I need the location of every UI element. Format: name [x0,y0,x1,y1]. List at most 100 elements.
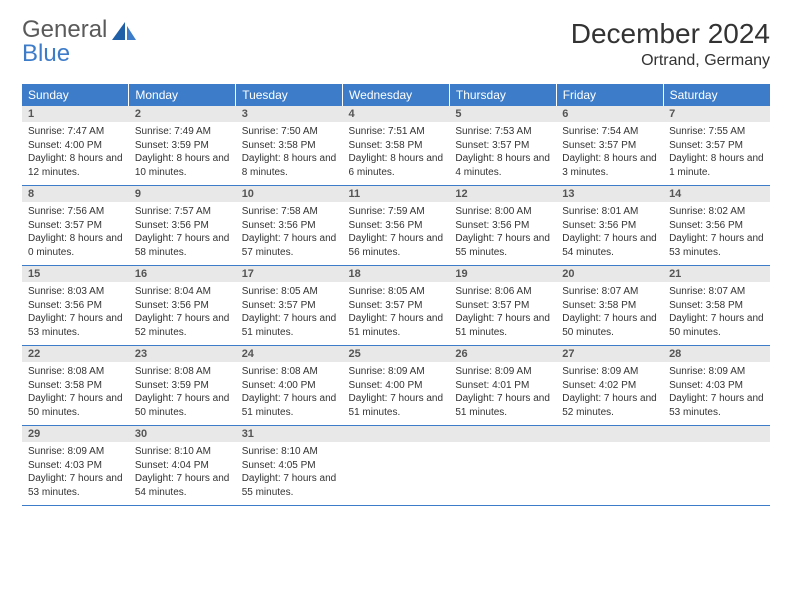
day-details: Sunrise: 7:59 AMSunset: 3:56 PMDaylight:… [343,202,450,265]
day-details: Sunrise: 8:09 AMSunset: 4:00 PMDaylight:… [343,362,450,425]
weekday-header-row: Sunday Monday Tuesday Wednesday Thursday… [22,84,770,106]
daylight-text: Daylight: 8 hours and 8 minutes. [242,152,337,179]
sunrise-text: Sunrise: 8:09 AM [562,365,657,379]
sunset-text: Sunset: 3:56 PM [135,299,230,313]
day-number: 3 [236,106,343,122]
calendar-day-cell: 7Sunrise: 7:55 AMSunset: 3:57 PMDaylight… [663,106,770,186]
day-details: Sunrise: 7:58 AMSunset: 3:56 PMDaylight:… [236,202,343,265]
daylight-text: Daylight: 7 hours and 53 minutes. [28,312,123,339]
calendar-day-cell: 4Sunrise: 7:51 AMSunset: 3:58 PMDaylight… [343,106,450,186]
day-number-empty [663,426,770,442]
calendar-day-cell [663,426,770,506]
day-details: Sunrise: 8:08 AMSunset: 4:00 PMDaylight:… [236,362,343,425]
day-number: 10 [236,186,343,202]
day-number: 11 [343,186,450,202]
daylight-text: Daylight: 7 hours and 52 minutes. [562,392,657,419]
day-number: 25 [343,346,450,362]
calendar-day-cell: 6Sunrise: 7:54 AMSunset: 3:57 PMDaylight… [556,106,663,186]
day-details: Sunrise: 8:09 AMSunset: 4:01 PMDaylight:… [449,362,556,425]
daylight-text: Daylight: 7 hours and 51 minutes. [455,312,550,339]
day-details: Sunrise: 7:51 AMSunset: 3:58 PMDaylight:… [343,122,450,185]
day-number: 9 [129,186,236,202]
day-number: 16 [129,266,236,282]
day-details: Sunrise: 8:00 AMSunset: 3:56 PMDaylight:… [449,202,556,265]
sunrise-text: Sunrise: 8:04 AM [135,285,230,299]
sunset-text: Sunset: 3:56 PM [349,219,444,233]
calendar-day-cell: 27Sunrise: 8:09 AMSunset: 4:02 PMDayligh… [556,346,663,426]
title-block: December 2024 Ortrand, Germany [571,18,770,70]
daylight-text: Daylight: 7 hours and 53 minutes. [669,232,764,259]
sunset-text: Sunset: 3:57 PM [28,219,123,233]
page-header: General Blue December 2024 Ortrand, Germ… [22,18,770,70]
calendar-day-cell: 20Sunrise: 8:07 AMSunset: 3:58 PMDayligh… [556,266,663,346]
day-details: Sunrise: 8:08 AMSunset: 3:59 PMDaylight:… [129,362,236,425]
day-number: 29 [22,426,129,442]
day-details: Sunrise: 8:04 AMSunset: 3:56 PMDaylight:… [129,282,236,345]
day-details: Sunrise: 8:05 AMSunset: 3:57 PMDaylight:… [343,282,450,345]
sunset-text: Sunset: 3:58 PM [28,379,123,393]
day-number: 15 [22,266,129,282]
calendar-week-row: 22Sunrise: 8:08 AMSunset: 3:58 PMDayligh… [22,346,770,426]
calendar-day-cell: 3Sunrise: 7:50 AMSunset: 3:58 PMDaylight… [236,106,343,186]
day-details-empty [343,442,450,496]
day-details: Sunrise: 8:07 AMSunset: 3:58 PMDaylight:… [663,282,770,345]
sunrise-text: Sunrise: 7:56 AM [28,205,123,219]
sunset-text: Sunset: 4:01 PM [455,379,550,393]
sunrise-text: Sunrise: 8:09 AM [28,445,123,459]
calendar-day-cell: 29Sunrise: 8:09 AMSunset: 4:03 PMDayligh… [22,426,129,506]
sunset-text: Sunset: 3:56 PM [242,219,337,233]
calendar-day-cell [449,426,556,506]
day-number: 21 [663,266,770,282]
day-details: Sunrise: 8:09 AMSunset: 4:02 PMDaylight:… [556,362,663,425]
day-number: 22 [22,346,129,362]
sunset-text: Sunset: 3:57 PM [455,299,550,313]
sunrise-text: Sunrise: 8:07 AM [562,285,657,299]
calendar-week-row: 15Sunrise: 8:03 AMSunset: 3:56 PMDayligh… [22,266,770,346]
daylight-text: Daylight: 7 hours and 51 minutes. [349,392,444,419]
sunrise-text: Sunrise: 7:53 AM [455,125,550,139]
sunrise-text: Sunrise: 8:00 AM [455,205,550,219]
calendar-day-cell: 9Sunrise: 7:57 AMSunset: 3:56 PMDaylight… [129,186,236,266]
daylight-text: Daylight: 7 hours and 58 minutes. [135,232,230,259]
weekday-header: Saturday [663,84,770,106]
sunset-text: Sunset: 3:58 PM [349,139,444,153]
day-number: 27 [556,346,663,362]
day-number: 17 [236,266,343,282]
calendar-day-cell: 16Sunrise: 8:04 AMSunset: 3:56 PMDayligh… [129,266,236,346]
day-number: 24 [236,346,343,362]
sunrise-text: Sunrise: 7:58 AM [242,205,337,219]
calendar-day-cell [343,426,450,506]
day-details: Sunrise: 7:55 AMSunset: 3:57 PMDaylight:… [663,122,770,185]
day-number-empty [343,426,450,442]
daylight-text: Daylight: 8 hours and 6 minutes. [349,152,444,179]
day-details-empty [663,442,770,496]
calendar-day-cell: 18Sunrise: 8:05 AMSunset: 3:57 PMDayligh… [343,266,450,346]
calendar-day-cell: 24Sunrise: 8:08 AMSunset: 4:00 PMDayligh… [236,346,343,426]
sunrise-text: Sunrise: 7:47 AM [28,125,123,139]
day-details: Sunrise: 7:53 AMSunset: 3:57 PMDaylight:… [449,122,556,185]
sunset-text: Sunset: 3:57 PM [562,139,657,153]
sunrise-text: Sunrise: 7:57 AM [135,205,230,219]
day-number: 31 [236,426,343,442]
sunset-text: Sunset: 3:56 PM [455,219,550,233]
day-number: 19 [449,266,556,282]
day-number: 5 [449,106,556,122]
sunset-text: Sunset: 4:00 PM [349,379,444,393]
day-number: 23 [129,346,236,362]
sunset-text: Sunset: 4:03 PM [28,459,123,473]
day-number: 14 [663,186,770,202]
calendar-table: Sunday Monday Tuesday Wednesday Thursday… [22,84,770,506]
daylight-text: Daylight: 7 hours and 52 minutes. [135,312,230,339]
calendar-day-cell: 5Sunrise: 7:53 AMSunset: 3:57 PMDaylight… [449,106,556,186]
sunrise-text: Sunrise: 8:10 AM [242,445,337,459]
sunset-text: Sunset: 4:04 PM [135,459,230,473]
weekday-header: Monday [129,84,236,106]
day-number: 30 [129,426,236,442]
calendar-day-cell: 8Sunrise: 7:56 AMSunset: 3:57 PMDaylight… [22,186,129,266]
day-number: 18 [343,266,450,282]
day-number: 20 [556,266,663,282]
logo: General Blue [22,18,137,66]
day-number: 28 [663,346,770,362]
day-details: Sunrise: 8:02 AMSunset: 3:56 PMDaylight:… [663,202,770,265]
day-details: Sunrise: 8:09 AMSunset: 4:03 PMDaylight:… [22,442,129,505]
